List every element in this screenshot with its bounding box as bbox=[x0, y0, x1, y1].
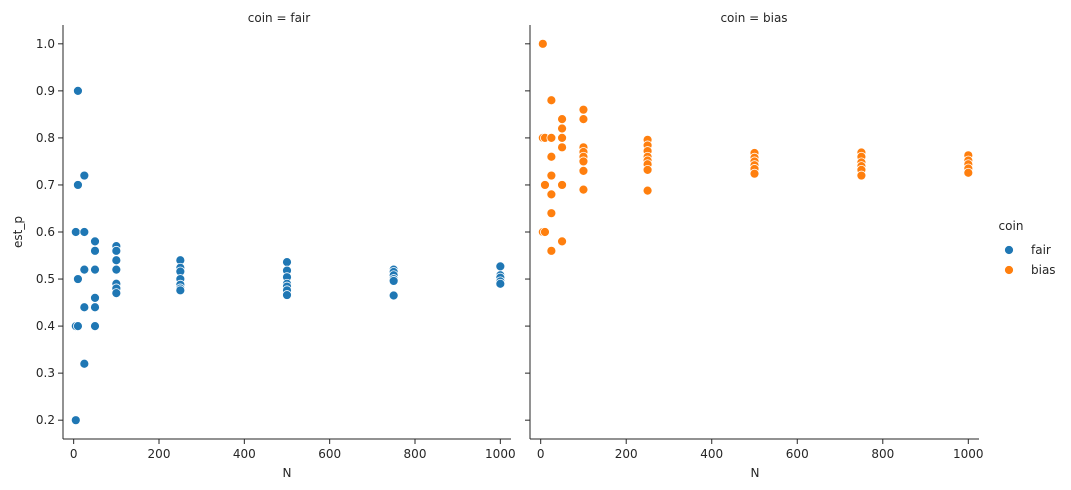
data-point-fair bbox=[388, 276, 399, 286]
data-point-bias bbox=[578, 104, 589, 115]
data-point-fair bbox=[282, 257, 292, 268]
x-tick-label: 600 bbox=[318, 447, 341, 461]
y-tick-label: 0.3 bbox=[36, 366, 55, 380]
data-point-fair bbox=[90, 321, 100, 331]
y-tick-label: 0.9 bbox=[36, 84, 55, 98]
data-point-fair bbox=[79, 170, 90, 181]
y-tick-label: 0.2 bbox=[36, 413, 55, 427]
data-point-bias bbox=[546, 170, 557, 181]
panel-fair: coin = fair 0 200 400 600 800 1000 0.20.30.40… bbox=[11, 11, 516, 480]
y-tick-label: 0.8 bbox=[36, 131, 55, 145]
data-point-bias bbox=[557, 123, 567, 134]
data-point-bias bbox=[557, 133, 567, 143]
data-point-fair bbox=[73, 274, 83, 284]
x-ticks-fair: 0 200 400 600 800 1000 bbox=[70, 439, 516, 461]
data-point-bias bbox=[546, 189, 557, 200]
data-point-fair bbox=[73, 321, 83, 331]
data-point-bias bbox=[557, 114, 567, 124]
points-bias bbox=[537, 38, 974, 256]
data-point-bias bbox=[578, 184, 589, 195]
legend: coin fair bias bbox=[999, 219, 1056, 277]
y-tick-label: 1.0 bbox=[36, 37, 55, 51]
data-point-fair bbox=[495, 278, 506, 289]
data-point-bias bbox=[557, 142, 567, 153]
data-point-bias bbox=[537, 38, 548, 49]
data-point-bias bbox=[546, 95, 557, 106]
data-point-fair bbox=[495, 261, 506, 272]
legend-label-fair: fair bbox=[1031, 243, 1051, 257]
x-tick-label: 0 bbox=[537, 447, 545, 461]
y-ticks-bias bbox=[525, 43, 530, 421]
data-point-bias bbox=[578, 156, 589, 167]
x-tick-label: 1000 bbox=[953, 447, 984, 461]
data-point-bias bbox=[749, 168, 760, 179]
data-point-fair bbox=[79, 227, 90, 237]
x-tick-label: 0 bbox=[70, 447, 78, 461]
data-point-fair bbox=[79, 302, 90, 313]
y-ticks-fair: 0.2 0.3 0.4 0.5 0.6 0.7 0.8 0.9 1.0 bbox=[36, 37, 63, 427]
data-point-fair bbox=[388, 290, 399, 301]
data-point-bias bbox=[557, 236, 567, 247]
data-point-fair bbox=[70, 227, 81, 237]
x-tick-label: 200 bbox=[615, 447, 638, 461]
x-tick-label: 200 bbox=[148, 447, 171, 461]
legend-swatch-fair bbox=[1004, 245, 1014, 255]
panel-title-fair: coin = fair bbox=[248, 11, 310, 25]
data-point-fair bbox=[73, 180, 83, 190]
data-point-fair bbox=[90, 245, 100, 256]
points-fair bbox=[70, 85, 506, 426]
y-tick-label: 0.7 bbox=[36, 178, 55, 192]
data-point-fair bbox=[90, 292, 100, 303]
data-point-fair bbox=[90, 264, 100, 275]
panel-bias: coin = bias 0 200 400 600 800 1000 N bbox=[525, 11, 984, 480]
data-point-bias bbox=[642, 185, 653, 196]
data-point-fair bbox=[111, 264, 122, 275]
data-point-bias bbox=[557, 180, 567, 190]
data-point-fair bbox=[90, 236, 100, 247]
y-tick-label: 0.4 bbox=[36, 319, 55, 333]
data-point-bias bbox=[546, 151, 557, 162]
y-tick-label: 0.6 bbox=[36, 225, 55, 239]
data-point-fair bbox=[90, 302, 100, 313]
data-point-fair bbox=[70, 415, 81, 426]
data-point-fair bbox=[73, 85, 83, 96]
legend-swatch-bias bbox=[1004, 265, 1014, 275]
x-tick-label: 800 bbox=[404, 447, 427, 461]
panel-title-bias: coin = bias bbox=[720, 11, 787, 25]
data-point-fair bbox=[111, 255, 122, 266]
data-point-bias bbox=[578, 114, 589, 124]
data-point-bias bbox=[540, 227, 550, 237]
x-tick-label: 400 bbox=[233, 447, 256, 461]
data-point-bias bbox=[540, 180, 550, 190]
data-point-bias bbox=[856, 170, 867, 181]
data-point-fair bbox=[175, 285, 186, 296]
data-point-fair bbox=[79, 358, 90, 369]
x-tick-label: 400 bbox=[700, 447, 723, 461]
x-tick-label: 600 bbox=[786, 447, 809, 461]
data-point-fair bbox=[111, 245, 122, 256]
x-axis-label-bias: N bbox=[751, 466, 760, 480]
x-tick-label: 800 bbox=[871, 447, 894, 461]
legend-title: coin bbox=[999, 219, 1024, 233]
data-point-fair bbox=[282, 290, 292, 300]
data-point-bias bbox=[578, 165, 589, 176]
x-ticks-bias: 0 200 400 600 800 1000 bbox=[537, 439, 984, 461]
data-point-fair bbox=[111, 288, 122, 299]
data-point-fair bbox=[79, 264, 90, 275]
data-point-bias bbox=[963, 167, 974, 178]
data-point-bias bbox=[546, 245, 557, 256]
y-tick-label: 0.5 bbox=[36, 272, 55, 286]
legend-label-bias: bias bbox=[1031, 263, 1056, 277]
x-tick-label: 1000 bbox=[485, 447, 516, 461]
data-point-bias bbox=[642, 164, 653, 175]
y-axis-label: est_p bbox=[11, 216, 25, 248]
x-axis-label-fair: N bbox=[283, 466, 292, 480]
data-point-bias bbox=[546, 133, 557, 143]
data-point-bias bbox=[546, 208, 557, 219]
